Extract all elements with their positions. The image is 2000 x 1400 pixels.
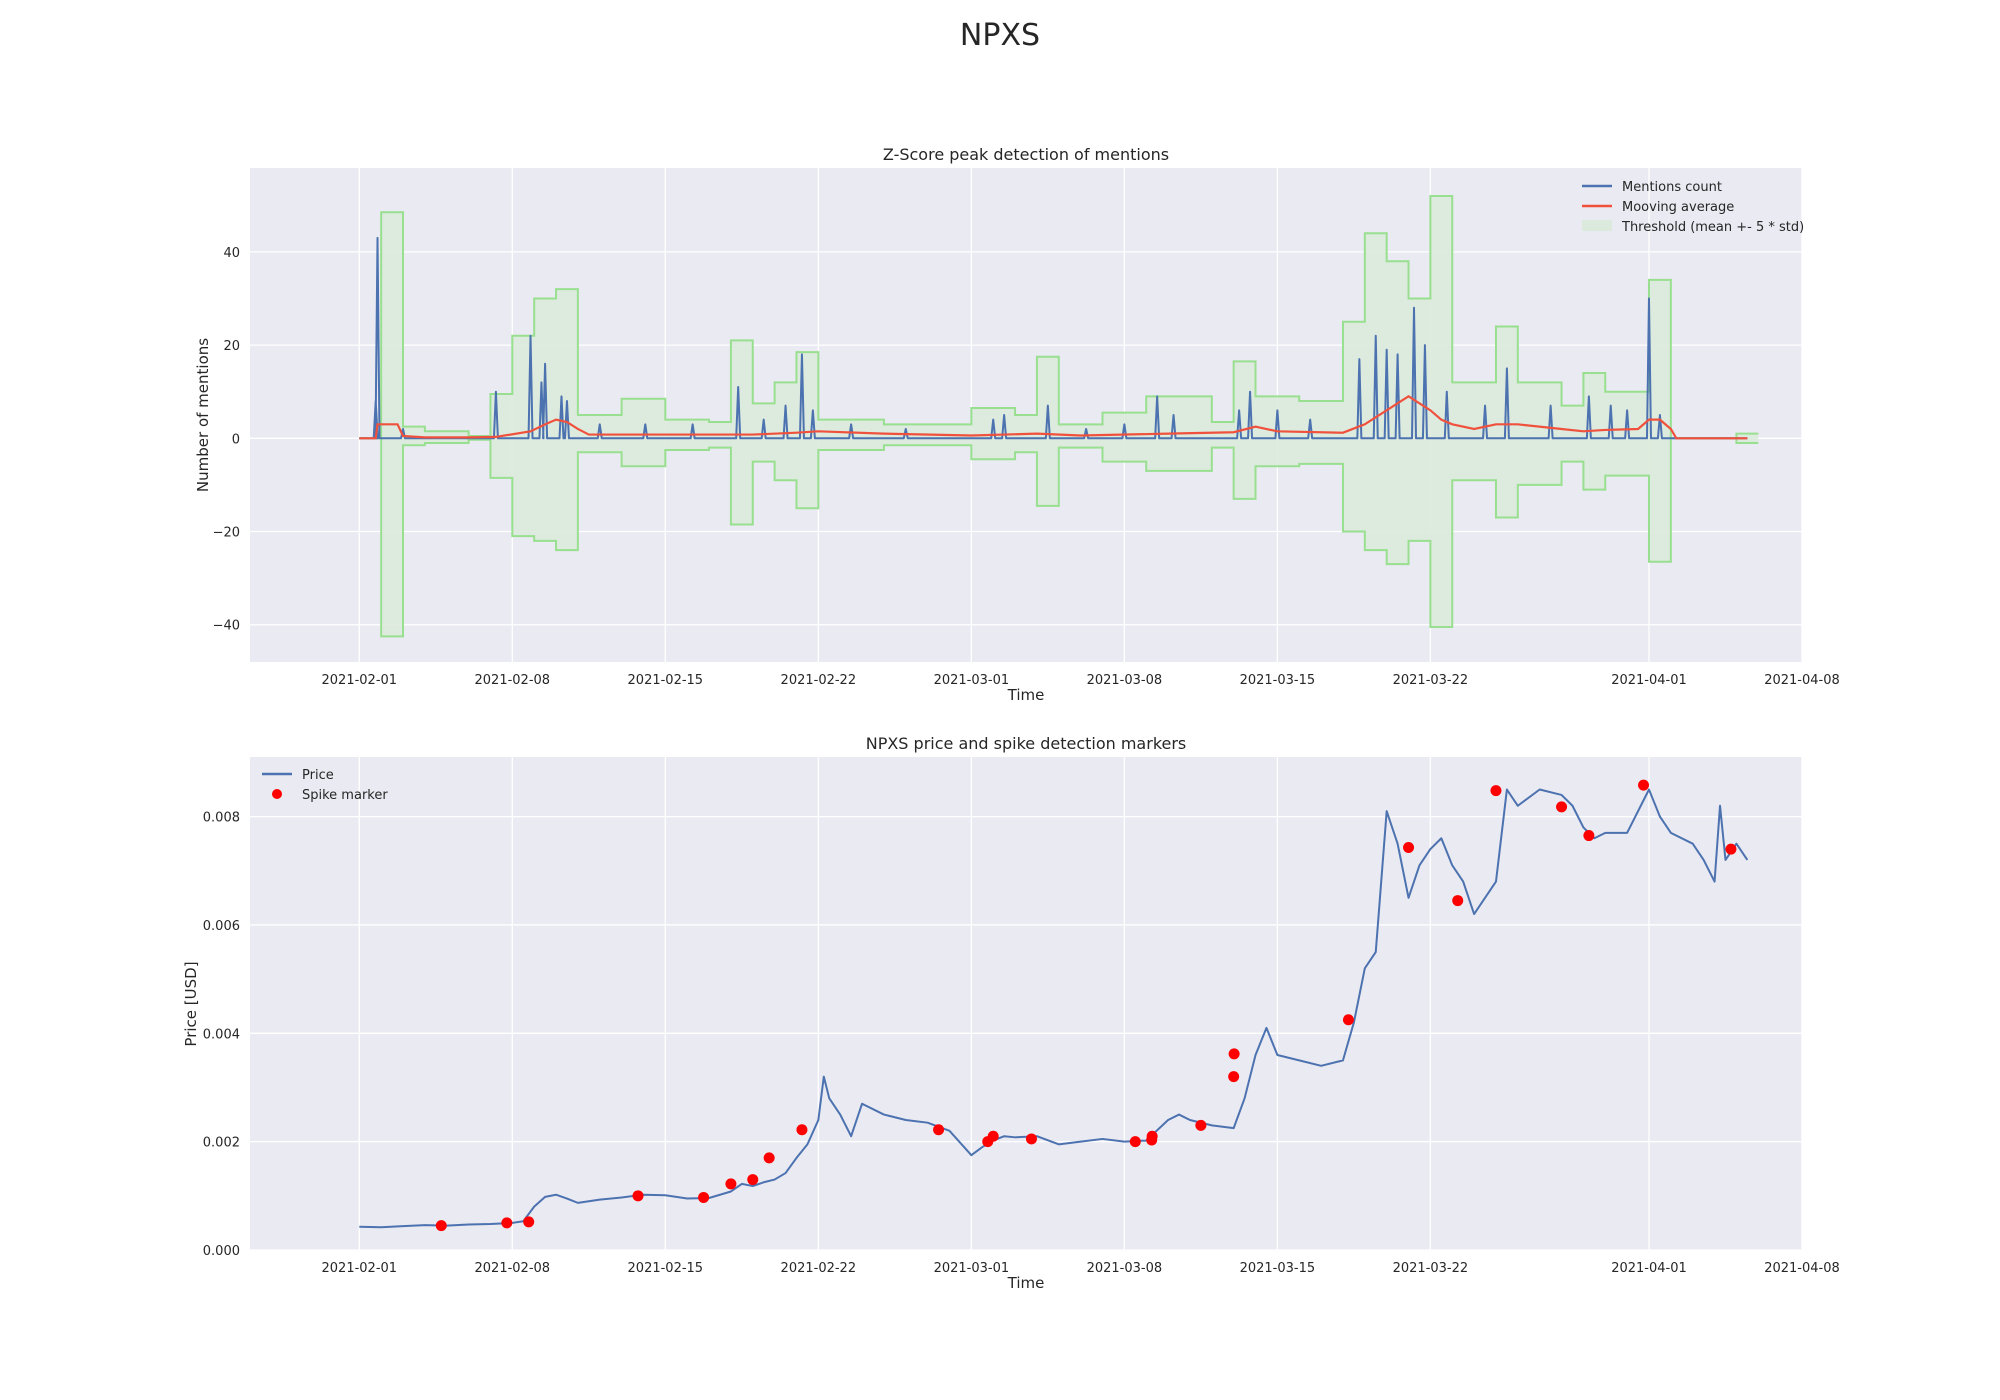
legend-label-price: Price [302, 768, 334, 783]
threshold-lower-line [359, 437, 1759, 638]
spike-marker [987, 1130, 999, 1142]
x-tick-label: 2021-02-22 [781, 673, 857, 688]
y-tick-label: 0.002 [203, 1136, 240, 1151]
x-tick-label: 2021-04-01 [1611, 1261, 1687, 1276]
mentions-subplot: 2021-02-01 2021-02-08 2021-02-15 2021-02-22… [194, 145, 1840, 704]
x-tick-label: 2021-03-22 [1393, 673, 1469, 688]
spike-marker [1146, 1130, 1158, 1142]
spike-marker [1195, 1119, 1207, 1131]
spike-marker [1403, 841, 1415, 853]
y-tick-label: 0.000 [203, 1244, 240, 1259]
spike-marker [698, 1191, 710, 1203]
spike-marker [1025, 1133, 1037, 1145]
price-y-axis-label: Price [USD] [182, 961, 200, 1046]
x-tick-label: 2021-03-22 [1393, 1261, 1469, 1276]
mentions-y-axis-label: Number of mentions [194, 338, 212, 492]
legend-label-mentions: Mentions count [1622, 180, 1722, 195]
spike-marker [1725, 843, 1737, 855]
price-legend: Price Spike marker [262, 768, 388, 803]
x-tick-label: 2021-03-01 [934, 673, 1010, 688]
x-tick-label: 2021-02-01 [322, 673, 398, 688]
price-y-ticks: 0.000 0.002 0.004 0.006 0.008 [203, 811, 240, 1259]
x-tick-label: 2021-02-22 [781, 1261, 857, 1276]
y-tick-label: 0.006 [203, 919, 240, 934]
mentions-count-line [359, 236, 1748, 440]
x-tick-label: 2021-03-08 [1087, 673, 1163, 688]
mentions-x-axis-label: Time [1007, 686, 1045, 704]
figure-title: NPXS [959, 18, 1041, 53]
mentions-legend: Mentions count Mooving average Threshold… [1582, 180, 1804, 235]
x-tick-label: 2021-02-15 [628, 673, 704, 688]
y-tick-label: 0 [232, 432, 240, 447]
threshold-upper-line [359, 194, 1759, 440]
x-tick-label: 2021-04-08 [1764, 673, 1840, 688]
price-chart-title: NPXS price and spike detection markers [866, 734, 1187, 753]
x-tick-label: 2021-02-08 [475, 673, 551, 688]
spike-marker [632, 1190, 644, 1202]
spike-marker [747, 1174, 759, 1186]
legend-swatch-threshold [1582, 220, 1612, 231]
legend-label-threshold: Threshold (mean +- 5 * std) [1621, 220, 1804, 235]
spike-marker [725, 1178, 737, 1190]
spike-marker [1228, 1048, 1240, 1060]
x-tick-label: 2021-03-15 [1240, 1261, 1316, 1276]
y-tick-label: −20 [213, 526, 240, 541]
price-x-ticks: 2021-02-01 2021-02-08 2021-02-15 2021-02-22… [322, 1261, 1840, 1276]
legend-label-spike: Spike marker [302, 788, 388, 803]
threshold-band [359, 194, 1759, 638]
mentions-x-ticks: 2021-02-01 2021-02-08 2021-02-15 2021-02-22… [322, 673, 1840, 688]
spike-marker [435, 1220, 447, 1232]
x-tick-label: 2021-04-01 [1611, 673, 1687, 688]
spike-marker [796, 1124, 808, 1136]
x-tick-label: 2021-03-15 [1240, 673, 1316, 688]
spike-marker [1129, 1136, 1141, 1148]
spike-marker [1452, 895, 1464, 907]
y-tick-label: 40 [223, 246, 240, 261]
price-subplot: 2021-02-01 2021-02-08 2021-02-15 2021-02-22… [182, 734, 1840, 1292]
spike-marker [1638, 779, 1650, 791]
legend-label-average: Mooving average [1622, 200, 1734, 215]
spike-marker [1490, 785, 1502, 797]
spike-marker [1583, 830, 1595, 842]
y-tick-label: 0.004 [203, 1027, 240, 1042]
threshold-fill [359, 195, 1759, 637]
spike-marker [1556, 801, 1568, 813]
legend-swatch-spike [272, 789, 282, 799]
x-tick-label: 2021-02-15 [628, 1261, 704, 1276]
spike-marker [523, 1216, 535, 1228]
spike-markers [435, 779, 1737, 1232]
y-tick-label: 20 [223, 339, 240, 354]
price-x-axis-label: Time [1007, 1274, 1045, 1292]
mentions-y-ticks: −40 −20 0 20 40 [213, 246, 240, 634]
spike-marker [1228, 1071, 1240, 1083]
x-tick-label: 2021-02-01 [322, 1261, 398, 1276]
price-plot-area [250, 757, 1802, 1250]
price-grid [250, 757, 1803, 1251]
x-tick-label: 2021-02-08 [475, 1261, 551, 1276]
moving-average-line [359, 395, 1748, 440]
spike-marker [763, 1152, 775, 1164]
spike-marker [501, 1217, 513, 1229]
x-tick-label: 2021-04-08 [1764, 1261, 1840, 1276]
y-tick-label: −40 [213, 619, 240, 634]
spike-marker [1342, 1014, 1354, 1026]
moving-average-series [359, 395, 1748, 440]
mentions-count-series [359, 236, 1748, 440]
mentions-chart-title: Z-Score peak detection of mentions [883, 145, 1169, 164]
x-tick-label: 2021-03-08 [1087, 1261, 1163, 1276]
spike-marker [933, 1124, 945, 1136]
y-tick-label: 0.008 [203, 811, 240, 826]
x-tick-label: 2021-03-01 [934, 1261, 1010, 1276]
